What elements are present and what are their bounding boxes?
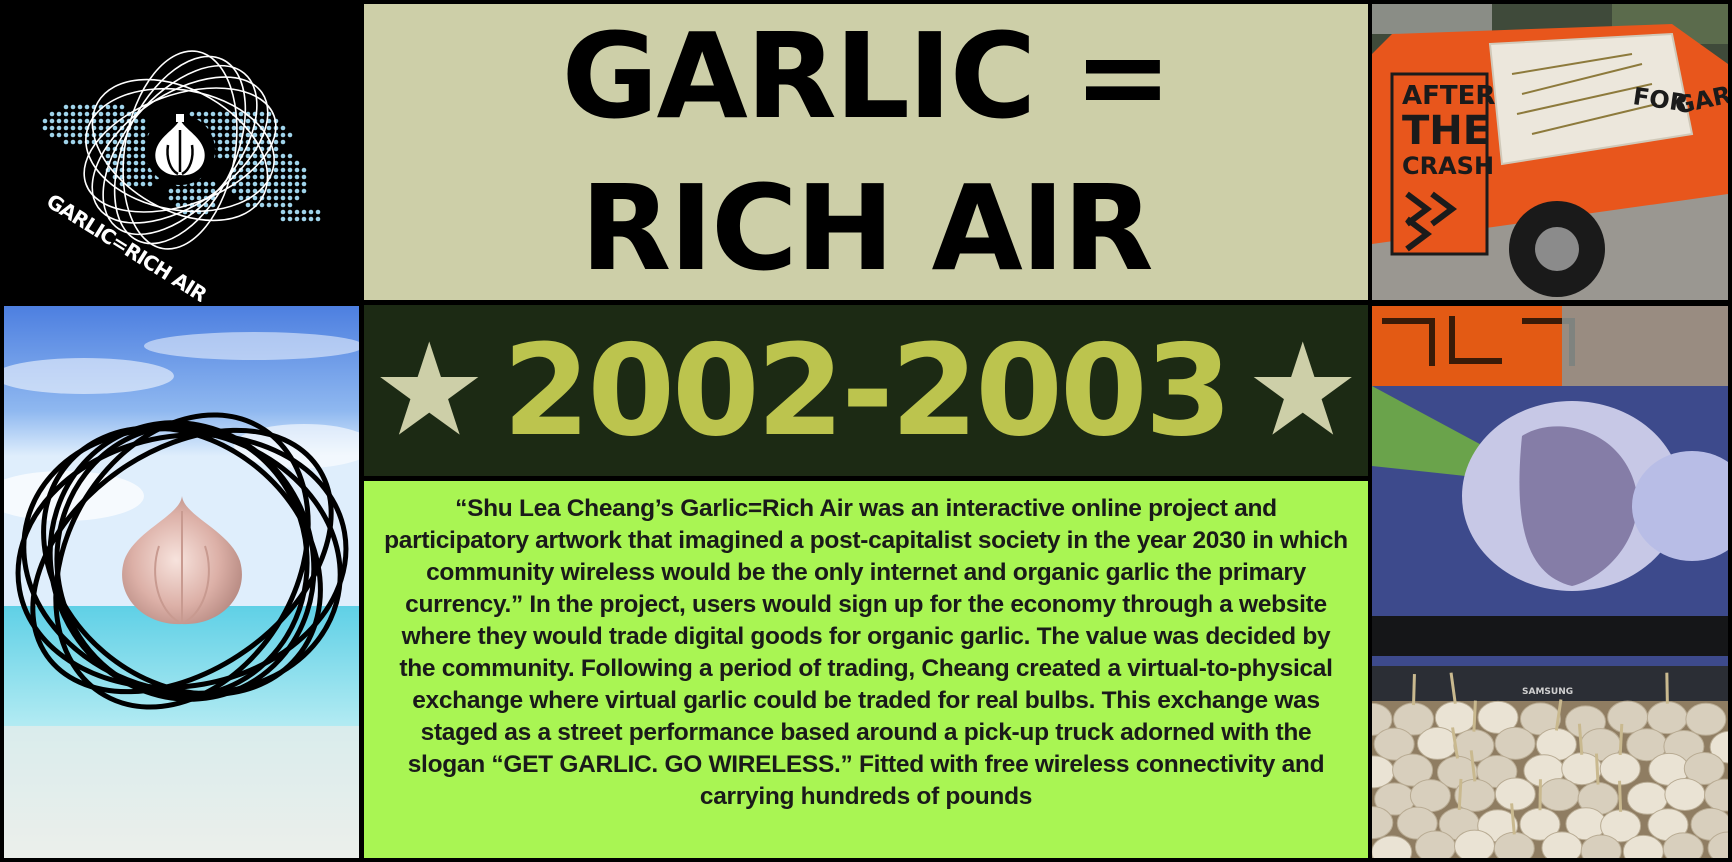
star-left-icon: ★	[371, 315, 487, 465]
truck-sign-line-1: AFTER	[1402, 81, 1495, 111]
garlic-icon	[145, 114, 215, 185]
orbit-rings	[83, 50, 277, 250]
screen-brand-text: SAMSUNG	[1522, 687, 1573, 697]
years-banner: ★ 2002-2003 ★	[364, 305, 1368, 476]
truck-sign-line-3: CRASH	[1402, 152, 1494, 180]
description-text: “Shu Lea Cheang’s Garlic=Rich Air was an…	[384, 495, 1348, 810]
description-panel: “Shu Lea Cheang’s Garlic=Rich Air was an…	[364, 481, 1368, 858]
title-panel: GARLIC = RICH AIR	[364, 4, 1368, 300]
logo-panel: GARLIC=RICH AIR	[0, 0, 361, 302]
garlic-display-photo: SAMSUNG	[1372, 306, 1728, 858]
truck-photo: AFTER THE CRASH FOR GARLIC	[1372, 4, 1728, 300]
title-line-2: RICH AIR	[580, 159, 1153, 297]
beach-garlic-image	[4, 306, 359, 858]
truck-sign-line-2: THE	[1402, 108, 1490, 154]
garlic-bulbs	[1372, 672, 1728, 858]
garlic-rich-air-logo: GARLIC=RICH AIR	[42, 50, 321, 302]
title-line-1: GARLIC =	[561, 7, 1173, 145]
years-text: 2002-2003	[502, 317, 1233, 464]
star-right-icon: ★	[1245, 315, 1361, 465]
black-rings	[15, 412, 349, 710]
